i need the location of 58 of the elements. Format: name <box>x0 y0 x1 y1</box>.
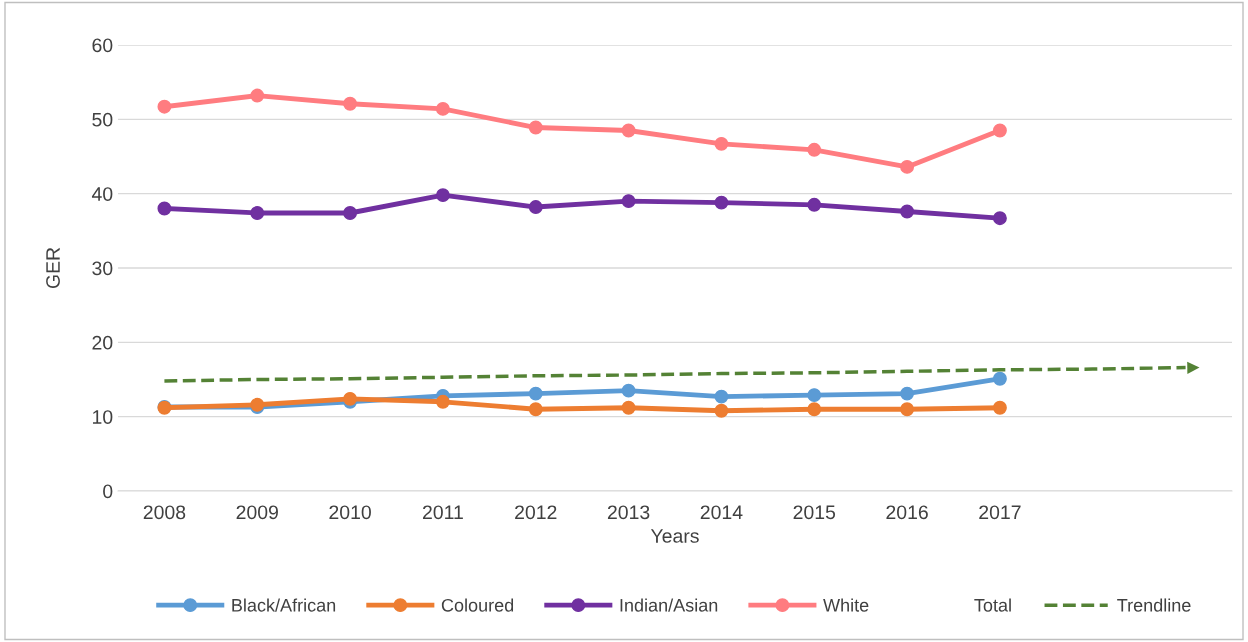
point <box>343 96 358 111</box>
x-tick-label: 2013 <box>607 505 650 520</box>
y-tick-label: 50 <box>92 112 113 127</box>
y-tick-label: 20 <box>92 335 113 350</box>
point <box>528 200 543 214</box>
point <box>900 386 915 401</box>
point <box>992 123 1007 138</box>
point <box>621 194 636 209</box>
point <box>714 136 729 151</box>
x-tick-label: 2016 <box>886 505 928 520</box>
legend-label: Indian/Asian <box>620 598 718 612</box>
x-tick-label: 2012 <box>515 505 557 520</box>
point <box>528 386 543 401</box>
legend-label: Trendline <box>1117 598 1191 612</box>
point <box>621 123 636 138</box>
y-tick-label: 60 <box>92 38 113 53</box>
point <box>807 197 822 212</box>
x-axis-title: Years <box>650 529 699 543</box>
point <box>714 195 729 210</box>
point <box>157 201 172 216</box>
point <box>807 388 822 403</box>
point <box>900 159 915 174</box>
point <box>992 371 1007 386</box>
y-tick-label: 40 <box>91 187 113 201</box>
point <box>900 402 915 417</box>
point <box>250 88 265 103</box>
legend-label: Coloured <box>441 598 514 612</box>
point <box>807 142 822 157</box>
legend-label: Black/African <box>232 598 336 612</box>
point <box>528 120 543 135</box>
legend-label: White <box>823 598 869 612</box>
x-tick-label: 2017 <box>979 505 1021 520</box>
point <box>992 211 1007 226</box>
point <box>992 400 1007 415</box>
x-tick-label: 2011 <box>422 505 463 520</box>
point <box>435 188 450 203</box>
y-tick-label: 30 <box>92 261 113 276</box>
y-axis-title: GER <box>46 247 60 289</box>
point <box>900 204 915 219</box>
x-tick-label: 2008 <box>143 505 186 520</box>
point <box>250 206 265 220</box>
x-tick-label: 2015 <box>793 505 836 520</box>
x-tick-label: 2014 <box>700 505 743 520</box>
point <box>435 101 450 116</box>
point <box>807 402 822 417</box>
point <box>528 402 543 417</box>
point <box>435 394 450 409</box>
point <box>157 99 172 114</box>
point <box>714 389 729 404</box>
x-tick-label: 2009 <box>236 505 278 520</box>
text: Total <box>974 598 1011 612</box>
point <box>343 206 358 220</box>
x-tick-label: 2010 <box>329 505 371 520</box>
y-tick-label: 0 <box>103 484 113 499</box>
point <box>621 400 636 415</box>
point <box>621 383 636 398</box>
y-tick-label: 10 <box>93 410 113 424</box>
point <box>714 403 729 418</box>
